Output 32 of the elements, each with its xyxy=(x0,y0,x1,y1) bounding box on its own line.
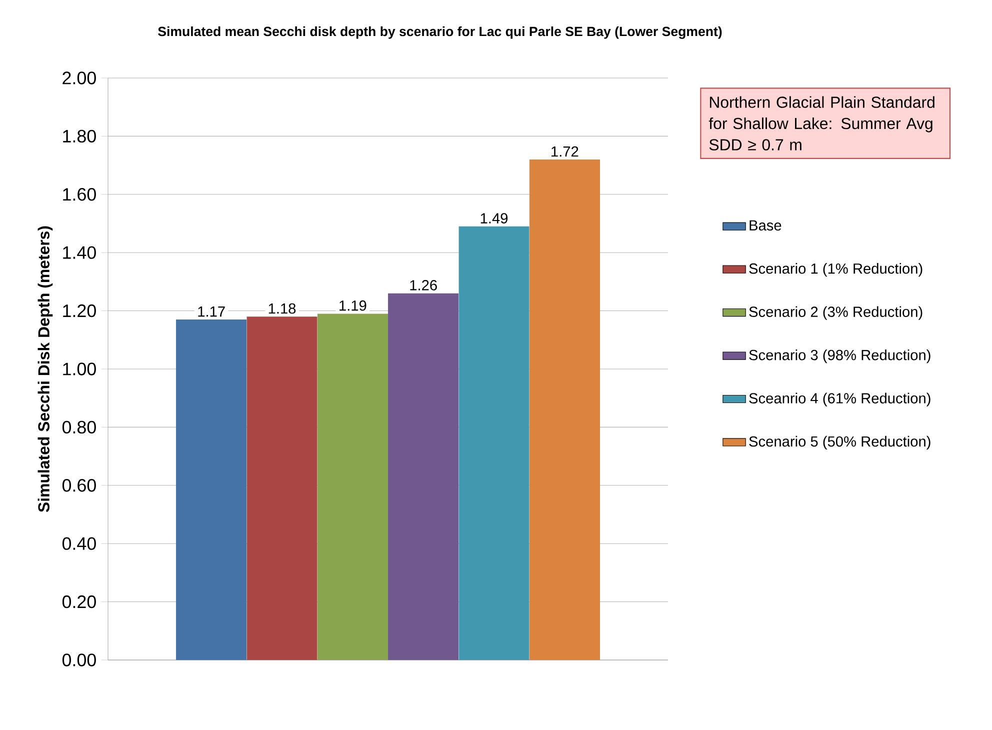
legend-label: Sceanrio 4 (61% Reduction) xyxy=(749,392,930,406)
data-label: 1.26 xyxy=(410,280,437,290)
legend-label: Base xyxy=(750,220,782,231)
data-label: 1.72 xyxy=(552,146,578,157)
y-tick-label: 1.40 xyxy=(63,246,96,259)
y-tick-label: 0.00 xyxy=(62,654,96,666)
y-tick-label: 0.60 xyxy=(62,479,96,492)
data-label: 1.19 xyxy=(340,300,366,311)
y-axis-title: Simulated Secchi Disk Depth (meters) xyxy=(38,226,53,512)
y-tick-label: 2.00 xyxy=(62,72,96,84)
legend-label: Scenario 2 (3% Reduction) xyxy=(749,306,922,320)
y-tick-label: 1.00 xyxy=(63,362,96,376)
y-tick-label: 0.20 xyxy=(62,595,96,608)
y-tick-label: 1.20 xyxy=(63,304,96,318)
bar xyxy=(458,226,530,660)
data-label: 1.18 xyxy=(268,303,296,314)
legend-label: Scenario 5 (50% Reduction) xyxy=(749,436,930,450)
y-tick-label: 0.40 xyxy=(62,537,96,550)
bar xyxy=(529,159,600,660)
bar xyxy=(317,314,388,660)
data-label: 1.49 xyxy=(480,213,508,224)
data-label: 1.17 xyxy=(198,306,225,317)
y-tick-label: 0.80 xyxy=(62,420,96,434)
y-tick-label: 1.80 xyxy=(63,130,96,143)
bar xyxy=(388,293,459,660)
legend-label: Scenario 3 (98% Reduction) xyxy=(749,349,930,364)
legend-label: Scenario 1 (1% Reduction) xyxy=(749,263,922,277)
bar xyxy=(246,316,318,660)
text: Northern Glacial Plain Standard for Shallow Lake: Summer Avg SDD ≥ 0.7 m xyxy=(708,96,934,150)
y-tick-label: 1.60 xyxy=(63,188,96,201)
chart-title: Simulated mean Secchi disk depth by scenario for Lac qui Parle SE Bay (Lower Segment) xyxy=(158,26,722,39)
bar xyxy=(176,320,247,660)
